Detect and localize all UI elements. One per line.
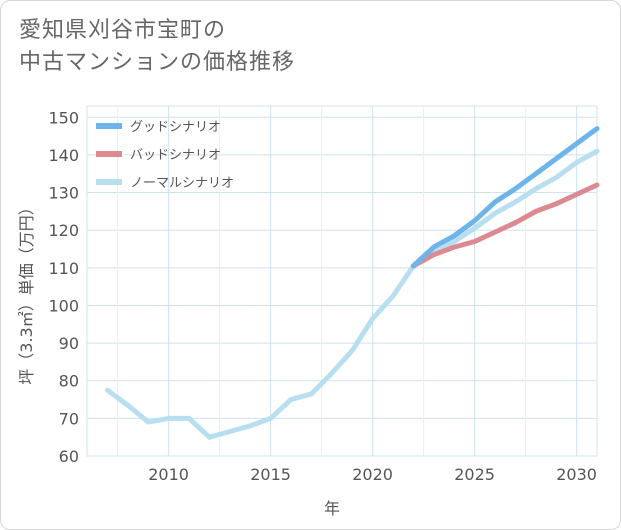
y-axis-title: 坪（3.3㎡）単価（万円） bbox=[17, 199, 36, 384]
x-axis-title: 年 bbox=[324, 499, 340, 518]
grid-lines bbox=[86, 105, 598, 457]
y-tick-label: 60 bbox=[59, 447, 79, 466]
y-tick-label: 70 bbox=[59, 409, 79, 428]
y-tick-label: 130 bbox=[48, 184, 79, 203]
y-tick-label: 140 bbox=[48, 146, 79, 165]
y-tick-label: 110 bbox=[48, 259, 79, 278]
y-tick-label: 100 bbox=[48, 296, 79, 315]
y-tick-labels: 60 70 80 90 100 110 120 130 140 150 bbox=[48, 108, 79, 466]
x-tick-label: 2030 bbox=[556, 465, 597, 484]
y-tick-label: 90 bbox=[59, 334, 79, 353]
legend-label-2: ノーマルシナリオ bbox=[130, 176, 234, 191]
chart-title: 愛知県刈谷市宝町の 中古マンションの価格推移 bbox=[19, 15, 295, 79]
x-tick-labels: 2010 2015 2020 2025 2030 bbox=[148, 465, 597, 484]
y-tick-label: 120 bbox=[48, 221, 79, 240]
x-tick-label: 2015 bbox=[250, 465, 291, 484]
series-line-1 bbox=[410, 182, 600, 269]
x-tick-label: 2020 bbox=[352, 465, 393, 484]
y-tick-label: 150 bbox=[48, 108, 79, 127]
series-line-0 bbox=[410, 126, 600, 269]
chart-title-line1: 愛知県刈谷市宝町の bbox=[19, 18, 227, 43]
legend-label-1: バッドシナリオ bbox=[130, 148, 221, 163]
legend-label-0: グッドシナリオ bbox=[130, 120, 221, 135]
series-line-2 bbox=[104, 148, 600, 440]
y-tick-label: 80 bbox=[59, 372, 79, 391]
series-lines bbox=[104, 126, 600, 440]
x-tick-label: 2025 bbox=[454, 465, 495, 484]
x-tick-label: 2010 bbox=[148, 465, 189, 484]
chart-title-line2: 中古マンションの価格推移 bbox=[19, 50, 296, 75]
